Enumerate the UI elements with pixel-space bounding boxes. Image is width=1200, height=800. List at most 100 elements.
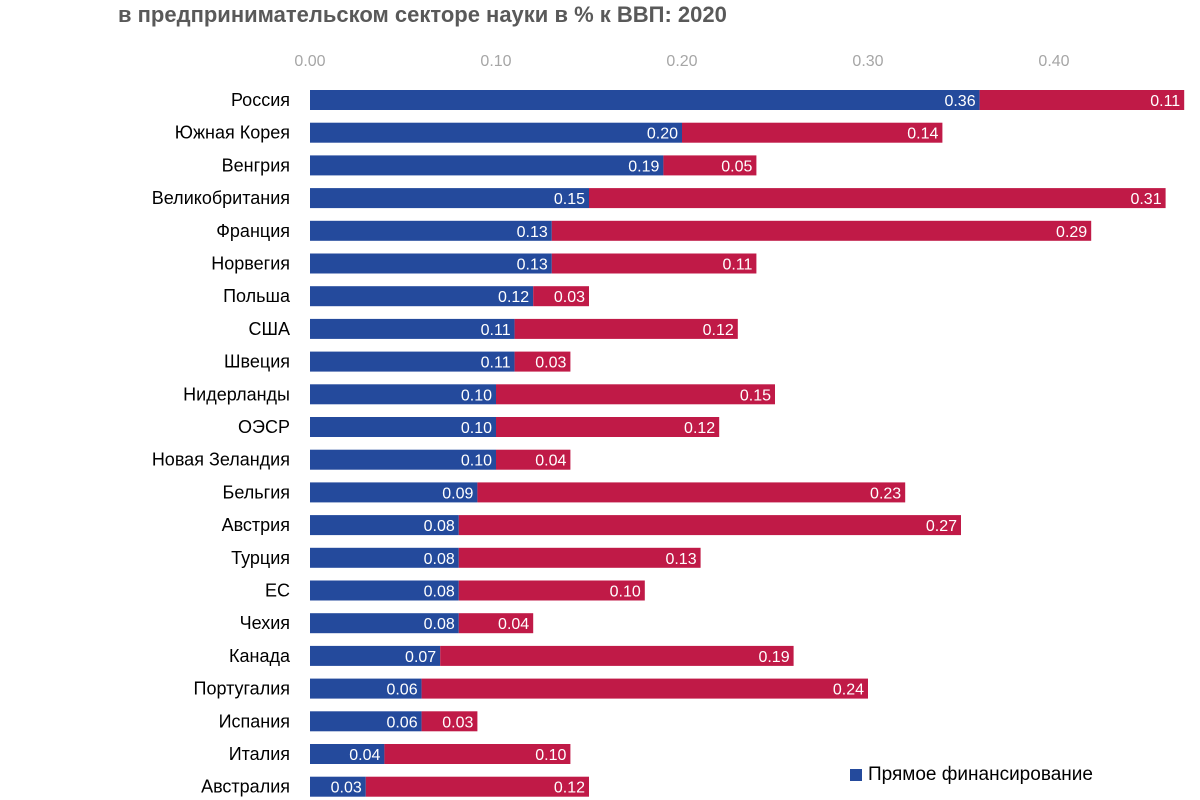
data-label: 0.24 xyxy=(833,682,864,699)
data-label: 0.23 xyxy=(870,485,901,502)
bar-segment-direct-funding xyxy=(310,744,385,764)
bar-segment-direct-funding xyxy=(310,90,980,110)
bar-segment-direct-funding xyxy=(310,351,515,372)
legend-label-direct-funding: Прямое финансирование xyxy=(868,764,1093,785)
category-label: Канада xyxy=(229,646,291,666)
data-label: 0.15 xyxy=(554,191,585,208)
bar-segment-second-series xyxy=(514,351,571,372)
bar-segment-direct-funding xyxy=(310,417,496,437)
data-label: 0.12 xyxy=(684,420,715,437)
data-label: 0.07 xyxy=(405,649,436,666)
data-label: 0.12 xyxy=(498,289,529,306)
category-label: Россия xyxy=(231,90,290,110)
data-label: 0.19 xyxy=(628,158,659,175)
data-label: 0.04 xyxy=(349,747,380,764)
category-label: Австралия xyxy=(201,777,290,797)
data-label: 0.13 xyxy=(517,257,548,274)
category-label: Норвегия xyxy=(211,254,290,274)
data-label: 0.15 xyxy=(740,387,771,404)
bar-segment-second-series xyxy=(979,90,1185,110)
bar-segment-direct-funding xyxy=(310,449,496,470)
category-label: Испания xyxy=(219,711,290,731)
category-label: Турция xyxy=(231,548,290,568)
bar-segment-second-series xyxy=(365,776,589,797)
data-label: 0.03 xyxy=(535,355,566,372)
bar-segment-second-series xyxy=(589,188,1166,209)
bar-segment-direct-funding xyxy=(310,220,552,241)
data-label: 0.14 xyxy=(907,126,938,143)
data-label: 0.11 xyxy=(481,322,511,339)
data-label: 0.08 xyxy=(424,518,455,535)
bar-segment-direct-funding xyxy=(310,122,682,143)
category-label: Швеция xyxy=(224,352,290,372)
bar-segment-direct-funding xyxy=(310,482,478,503)
bar-segment-second-series xyxy=(458,547,701,568)
bar-segment-second-series xyxy=(496,417,720,437)
category-label: Чехия xyxy=(240,613,290,633)
bar-segment-second-series xyxy=(533,286,589,307)
category-label: Австрия xyxy=(222,515,290,535)
data-label: 0.06 xyxy=(386,682,417,699)
data-label: 0.03 xyxy=(331,780,362,797)
category-label: Франция xyxy=(216,221,290,241)
bar-segment-second-series xyxy=(682,122,943,143)
bar-segment-direct-funding xyxy=(310,515,459,536)
data-label: 0.08 xyxy=(424,584,455,601)
category-label: Нидерланды xyxy=(183,384,290,404)
bar-segment-second-series xyxy=(384,744,571,764)
bar-segment-second-series xyxy=(496,449,571,470)
bar-segment-direct-funding xyxy=(310,547,459,568)
bar-segment-second-series xyxy=(458,613,534,634)
data-label: 0.03 xyxy=(442,714,473,731)
data-label: 0.10 xyxy=(461,387,492,404)
data-label: 0.08 xyxy=(424,616,455,633)
bar-segment-direct-funding xyxy=(310,613,459,634)
data-label: 0.06 xyxy=(386,714,417,731)
legend-swatch-direct-funding xyxy=(850,769,862,781)
data-label: 0.29 xyxy=(1056,224,1087,241)
category-label: Южная Корея xyxy=(175,123,290,143)
category-label: Португалия xyxy=(194,679,291,699)
bar-segment-direct-funding xyxy=(310,580,459,601)
category-label: ЕС xyxy=(265,581,290,601)
data-label: 0.04 xyxy=(498,616,529,633)
data-label: 0.13 xyxy=(517,224,548,241)
data-label: 0.03 xyxy=(554,289,585,306)
data-label: 0.12 xyxy=(703,322,734,339)
category-label: Новая Зеландия xyxy=(152,450,290,470)
data-label: 0.10 xyxy=(610,584,641,601)
data-label: 0.31 xyxy=(1130,191,1161,208)
bar-segment-direct-funding xyxy=(310,645,441,666)
bar-segment-direct-funding xyxy=(310,711,422,732)
bar-segment-direct-funding xyxy=(310,155,664,176)
bar-segment-direct-funding xyxy=(310,678,422,699)
bar-segment-direct-funding xyxy=(310,188,589,209)
data-label: 0.08 xyxy=(424,551,455,568)
data-label: 0.27 xyxy=(926,518,957,535)
category-label: Венгрия xyxy=(222,155,290,175)
x-tick-label: 0.10 xyxy=(480,53,511,70)
data-label: 0.04 xyxy=(535,453,566,470)
bar-segment-second-series xyxy=(440,645,794,666)
data-label: 0.10 xyxy=(461,420,492,437)
data-label: 0.19 xyxy=(758,649,789,666)
bar-segment-direct-funding xyxy=(310,253,552,274)
data-label: 0.11 xyxy=(722,257,752,274)
bar-segment-second-series xyxy=(477,482,906,503)
data-label: 0.10 xyxy=(461,453,492,470)
data-label: 0.36 xyxy=(944,93,975,110)
x-tick-label: 0.40 xyxy=(1038,53,1069,70)
bar-segment-second-series xyxy=(458,515,961,536)
data-label: 0.11 xyxy=(481,355,511,372)
category-label: Польша xyxy=(223,286,291,306)
data-label: 0.09 xyxy=(442,485,473,502)
category-label: ОЭСР xyxy=(238,417,290,437)
bar-segment-second-series xyxy=(551,253,757,274)
data-label: 0.13 xyxy=(665,551,696,568)
bar-segment-direct-funding xyxy=(310,286,534,307)
category-label: США xyxy=(248,319,290,339)
data-label: 0.12 xyxy=(554,780,585,797)
x-tick-label: 0.20 xyxy=(666,53,697,70)
data-label: 0.10 xyxy=(535,747,566,764)
